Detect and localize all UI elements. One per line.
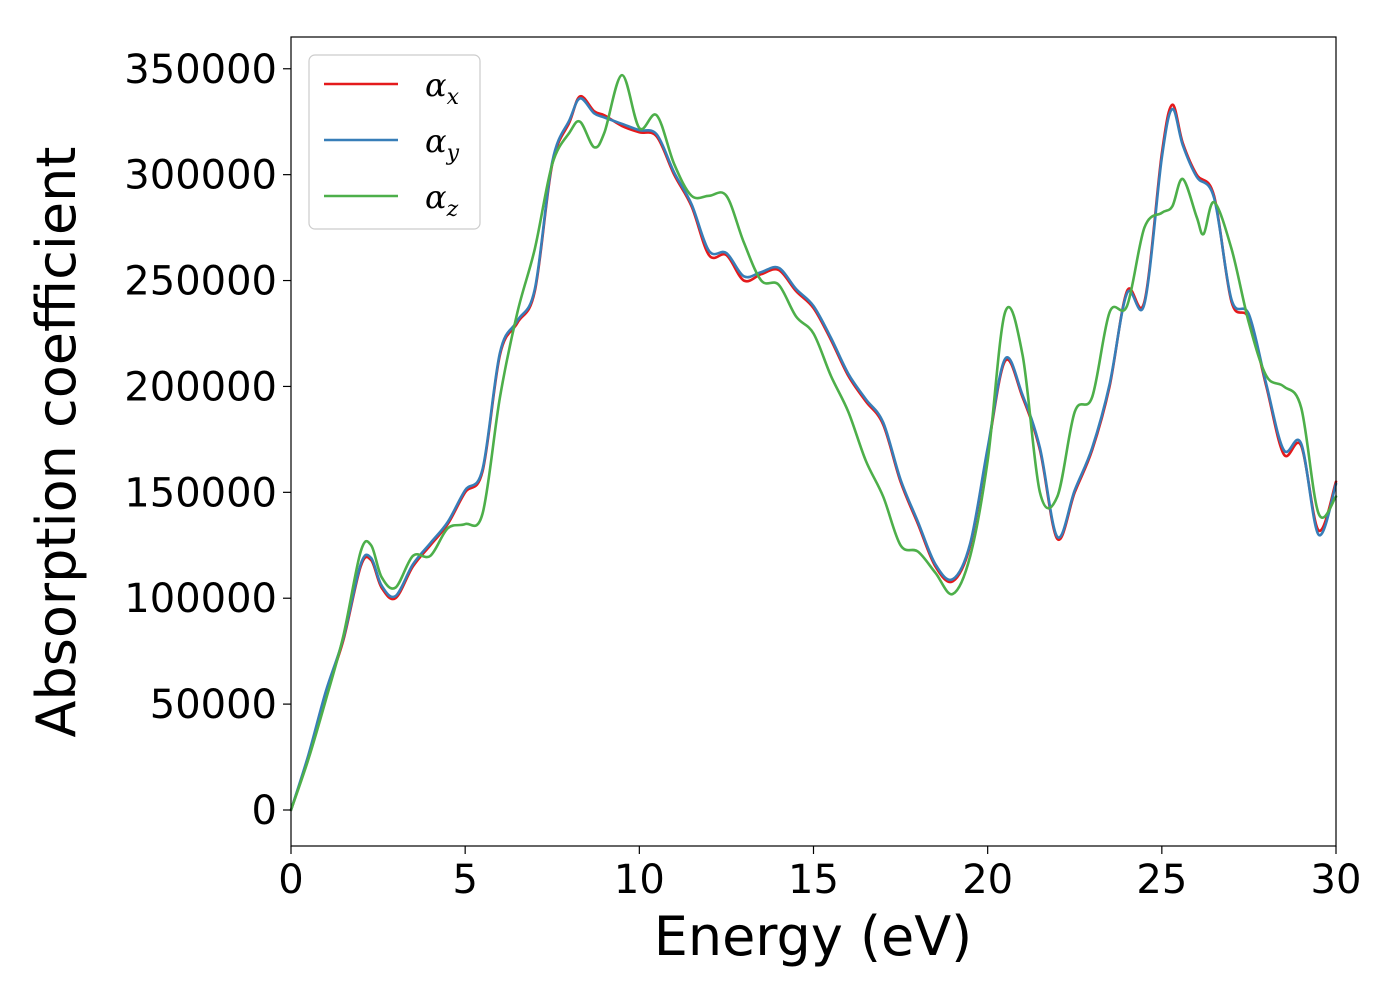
series-layer xyxy=(289,73,1338,812)
x-tick-label: 30 xyxy=(1311,857,1362,903)
legend-label: αy xyxy=(425,122,460,166)
x-tick-label: 0 xyxy=(278,857,303,903)
x-tick-label: 15 xyxy=(788,857,839,903)
x-axis: 0 5 10 15 20 25 30 xyxy=(278,846,1361,903)
y-tick-label: 150000 xyxy=(124,470,277,516)
y-tick-label: 350000 xyxy=(124,47,277,93)
x-tick-label: 20 xyxy=(962,857,1013,903)
legend: αx αy αz xyxy=(308,54,481,230)
x-tick-label: 25 xyxy=(1136,857,1187,903)
x-tick-label: 5 xyxy=(452,857,477,903)
y-tick-label: 0 xyxy=(252,788,277,834)
y-axis: 0 50000 100000 150000 200000 250000 300000 3500… xyxy=(124,47,291,834)
series-line-αy xyxy=(289,97,1338,812)
y-tick-label: 250000 xyxy=(124,259,277,305)
y-tick-label: 200000 xyxy=(124,364,277,410)
x-tick-label: 10 xyxy=(614,857,665,903)
legend-label: αx xyxy=(425,66,460,110)
y-axis-label: Absorption coefficient xyxy=(25,147,88,738)
x-axis-label: Energy (eV) xyxy=(654,905,973,968)
legend-box xyxy=(308,54,481,230)
series-line-αz xyxy=(289,73,1338,812)
y-tick-label: 50000 xyxy=(150,682,277,728)
y-tick-label: 300000 xyxy=(124,153,277,199)
legend-label: αz xyxy=(425,178,459,222)
y-tick-label: 100000 xyxy=(124,576,277,622)
